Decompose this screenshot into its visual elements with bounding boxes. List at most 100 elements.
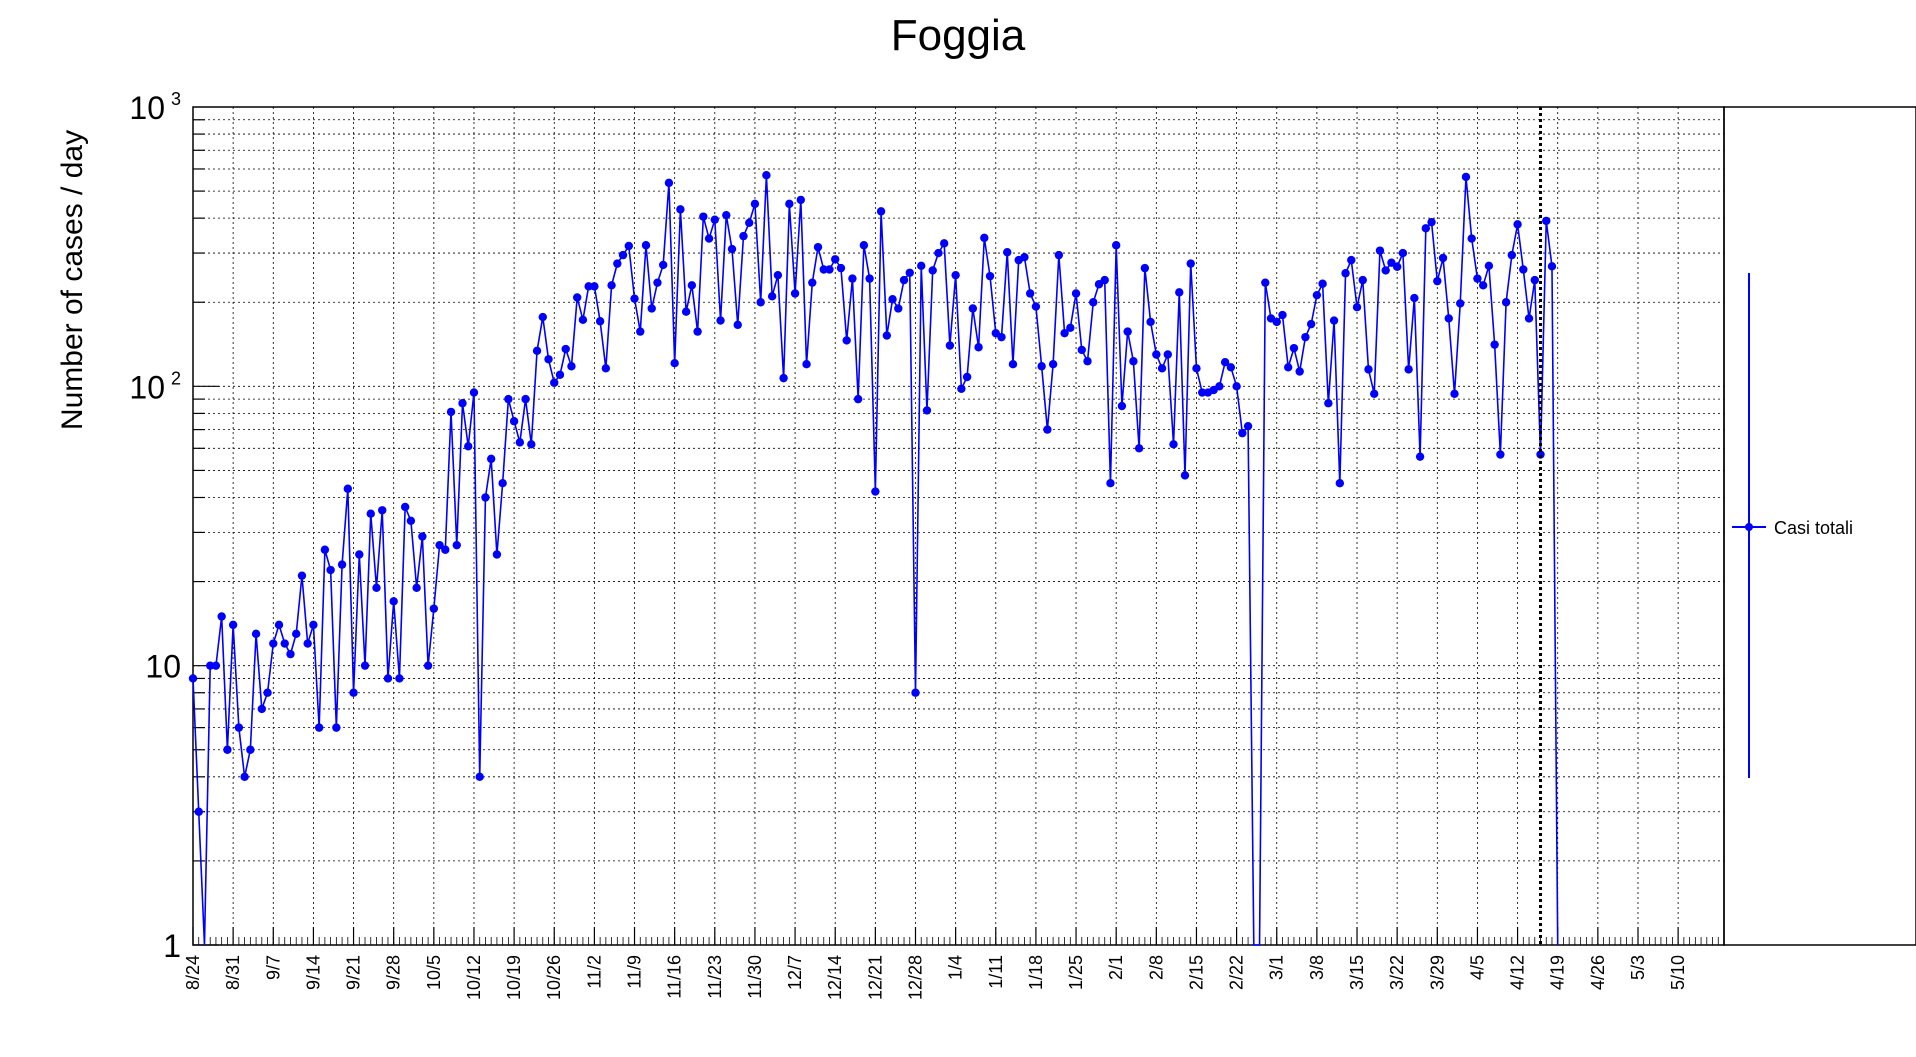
data-point xyxy=(653,278,662,287)
data-point xyxy=(332,723,341,732)
x-tick-label: 9/28 xyxy=(384,955,404,990)
data-point xyxy=(303,639,312,648)
data-point xyxy=(825,265,834,274)
legend-marker xyxy=(1745,523,1753,531)
data-point xyxy=(796,195,806,205)
data-point xyxy=(286,649,295,659)
data-point xyxy=(1536,450,1545,459)
data-point xyxy=(578,315,588,325)
x-tick-label: 5/3 xyxy=(1628,955,1648,980)
data-point xyxy=(1501,298,1511,307)
data-point xyxy=(1048,360,1058,369)
data-point xyxy=(1438,253,1448,263)
x-tick-label: 3/1 xyxy=(1267,955,1287,980)
data-point xyxy=(687,281,697,290)
data-point xyxy=(538,312,547,322)
x-tick-label: 9/14 xyxy=(303,955,323,990)
data-point xyxy=(1071,289,1081,298)
data-point xyxy=(1335,479,1345,488)
data-point xyxy=(1341,269,1350,278)
data-point xyxy=(1398,248,1408,258)
data-series xyxy=(188,107,1559,946)
data-point xyxy=(1215,382,1224,391)
data-point xyxy=(882,331,892,340)
data-point xyxy=(1020,252,1029,262)
data-point xyxy=(366,509,375,518)
y-tick-label: 10 xyxy=(129,369,165,405)
data-point xyxy=(418,532,427,541)
data-point xyxy=(1530,275,1539,285)
data-point xyxy=(756,298,765,307)
data-point xyxy=(400,502,410,512)
data-point xyxy=(962,372,972,382)
x-tick-label: 1/11 xyxy=(986,955,1006,989)
x-tick-label: 3/29 xyxy=(1427,955,1447,990)
x-tick-label: 8/24 xyxy=(183,955,203,990)
data-point xyxy=(1358,275,1367,285)
data-point xyxy=(406,516,416,526)
data-point xyxy=(1180,471,1190,480)
data-point xyxy=(1513,220,1522,229)
data-point xyxy=(1232,382,1241,391)
data-point xyxy=(1301,332,1310,342)
x-tick-label: 2/8 xyxy=(1146,955,1166,980)
data-point xyxy=(1450,389,1459,399)
data-point xyxy=(550,378,559,387)
data-point xyxy=(452,540,461,550)
data-point xyxy=(1519,265,1528,274)
x-tick-label: 10/5 xyxy=(424,955,444,990)
data-point xyxy=(211,661,221,670)
data-point xyxy=(750,199,760,209)
data-point xyxy=(1312,290,1322,300)
data-point xyxy=(1415,452,1425,461)
data-point xyxy=(1117,401,1127,411)
data-point xyxy=(1364,365,1373,374)
data-point xyxy=(1324,399,1333,408)
x-tick-label: 1/18 xyxy=(1026,955,1046,990)
data-point xyxy=(217,612,226,621)
data-point xyxy=(997,332,1006,342)
x-tick-label: 1/25 xyxy=(1066,955,1086,990)
data-point xyxy=(464,442,473,451)
data-point xyxy=(693,327,702,336)
data-point xyxy=(561,344,570,354)
data-point xyxy=(1089,298,1098,307)
data-point xyxy=(509,417,519,426)
x-tick-label: 4/5 xyxy=(1467,955,1487,980)
data-point xyxy=(423,661,433,670)
data-point xyxy=(670,359,679,368)
x-tick-label: 11/9 xyxy=(625,955,645,989)
data-point xyxy=(1100,275,1109,285)
data-point xyxy=(618,250,628,260)
data-point xyxy=(636,327,645,336)
data-point xyxy=(1134,444,1144,453)
x-tick-label: 4/26 xyxy=(1588,955,1608,990)
data-point xyxy=(515,438,525,447)
data-point xyxy=(1329,316,1339,325)
data-point xyxy=(532,346,542,356)
data-point xyxy=(1066,323,1075,333)
data-point xyxy=(641,241,651,250)
data-point xyxy=(1043,425,1052,434)
data-point xyxy=(762,170,771,180)
data-point xyxy=(1186,259,1195,268)
data-point xyxy=(320,545,330,554)
x-tick-label: 10/26 xyxy=(544,955,564,1000)
data-point xyxy=(1524,314,1534,323)
data-point xyxy=(899,275,909,285)
chart-title: Foggia xyxy=(891,11,1026,60)
data-point xyxy=(1123,327,1132,336)
data-point xyxy=(1484,261,1494,271)
data-point xyxy=(1261,278,1270,287)
data-point xyxy=(1220,358,1230,367)
x-tick-label: 12/7 xyxy=(785,955,805,990)
data-point xyxy=(658,260,668,270)
data-point xyxy=(269,639,278,648)
data-point xyxy=(779,373,788,383)
data-point xyxy=(1478,281,1488,290)
data-point xyxy=(928,266,937,275)
data-point xyxy=(1152,350,1161,359)
data-point xyxy=(263,688,272,697)
data-point xyxy=(1003,248,1012,257)
